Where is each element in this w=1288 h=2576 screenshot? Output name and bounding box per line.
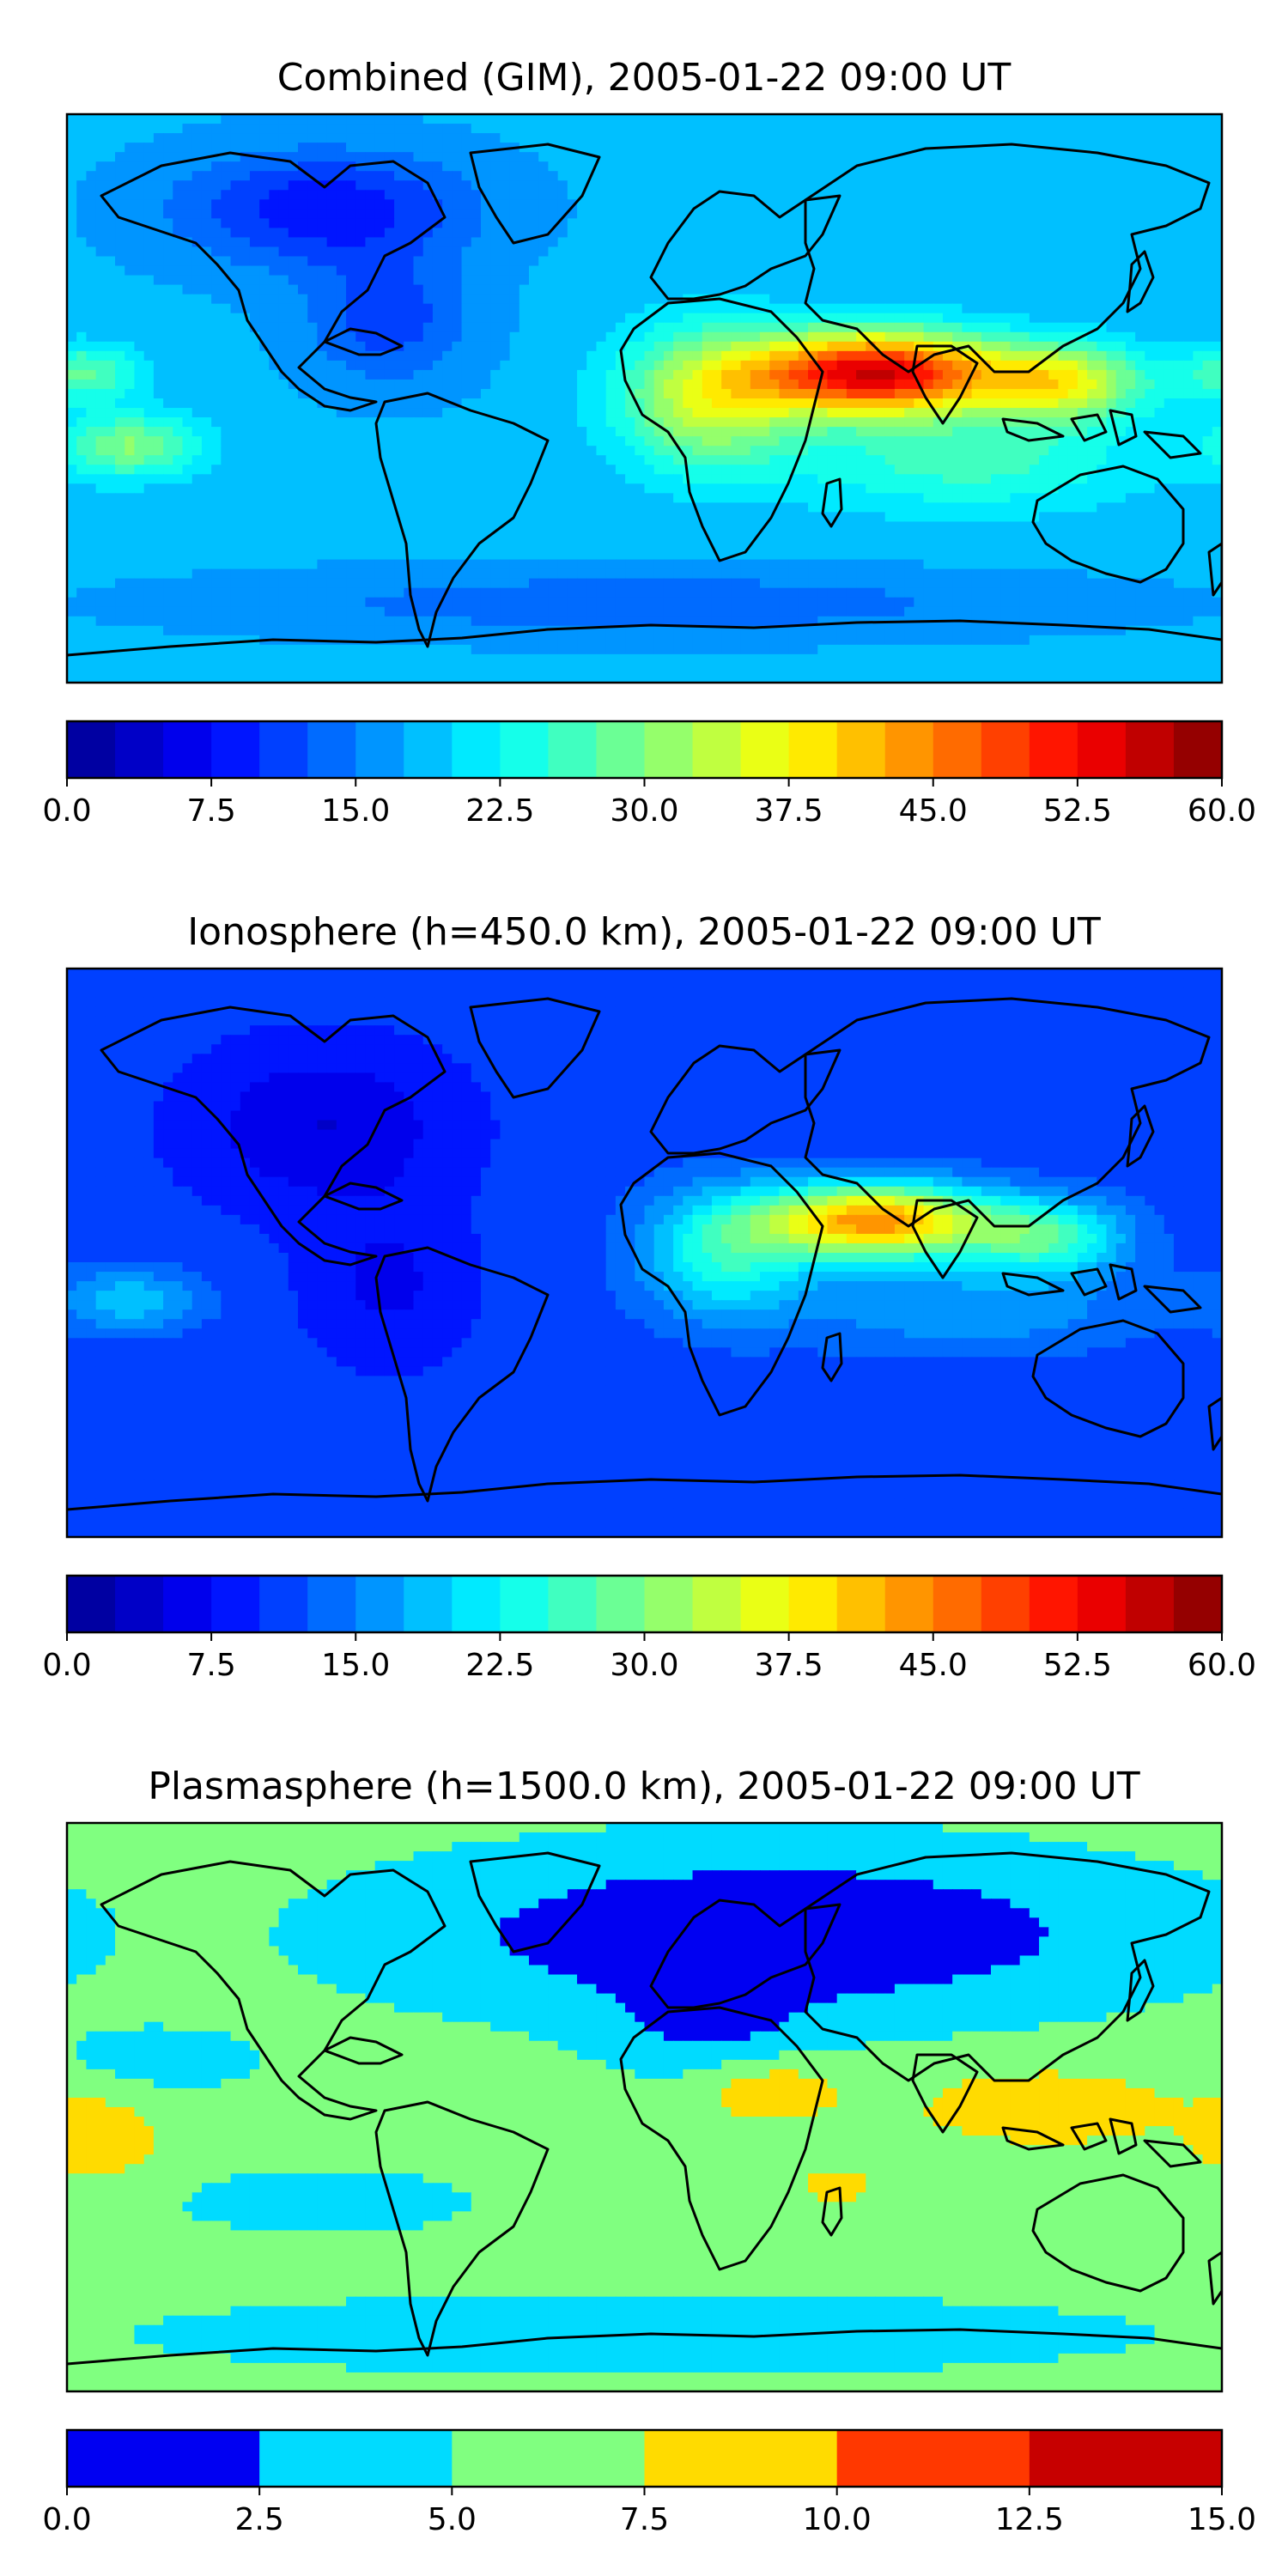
colorbar-segment (404, 1576, 453, 1632)
colorbar-segment (788, 721, 838, 778)
colorbar-ionosphere: 0.0 7.5 15.0 22.5 30.0 37.5 45.0 52.5 60.0 (42, 1574, 1256, 1683)
colorbar-segment (836, 2430, 1030, 2487)
colorbar-tick-label: 52.5 (1043, 793, 1112, 829)
map-frame (65, 1821, 1224, 2393)
colorbar-segment (163, 1576, 212, 1632)
panel-title: Combined (GIM), 2005-01-22 09:00 UT (277, 56, 1012, 100)
colorbar-segment (355, 721, 404, 778)
colorbar-segment (548, 721, 597, 778)
colorbar-segment (163, 721, 212, 778)
colorbar-tick-label: 15.0 (321, 793, 390, 829)
colorbar-tick-label: 45.0 (899, 1648, 968, 1683)
map-plasmasphere (65, 1821, 1224, 2393)
colorbar-combined: 0.0 7.5 15.0 22.5 30.0 37.5 45.0 52.5 60.0 (42, 720, 1256, 829)
panel-title: Plasmasphere (h=1500.0 km), 2005-01-22 0… (148, 1765, 1139, 1808)
colorbar-tick-label: 60.0 (1188, 1648, 1256, 1683)
colorbar-plasmasphere: 0.0 2.5 5.0 7.5 10.0 12.5 15.0 (42, 2428, 1256, 2537)
colorbar-segment (788, 1576, 838, 1632)
colorbar-tick-label: 7.5 (186, 793, 235, 829)
colorbar-segment (596, 721, 645, 778)
colorbar-segment (211, 1576, 260, 1632)
colorbar-segment (836, 1576, 886, 1632)
colorbar-segment (836, 721, 886, 778)
colorbar-segment (1125, 1576, 1175, 1632)
colorbar-segment (452, 2430, 645, 2487)
colorbar-segment (259, 2430, 453, 2487)
colorbar-tick-label: 0.0 (42, 2502, 91, 2537)
colorbar-segment (67, 721, 116, 778)
colorbar-segment (452, 721, 501, 778)
colorbar-segment (500, 721, 549, 778)
colorbar-segment (884, 1576, 934, 1632)
field-contours (67, 1823, 1222, 2391)
colorbar-segment (981, 1576, 1030, 1632)
colorbar-segment (548, 1576, 597, 1632)
colorbar-segment (259, 1576, 308, 1632)
colorbar-tick-label: 5.0 (428, 2502, 477, 2537)
colorbar-tick-label: 52.5 (1043, 1648, 1112, 1683)
colorbar-segment (1029, 1576, 1078, 1632)
colorbar-tick-label: 2.5 (235, 2502, 284, 2537)
panel-combined: Combined (GIM), 2005-01-22 09:00 UT 0.0 7.… (42, 56, 1256, 829)
colorbar-segment (1125, 721, 1175, 778)
colorbar-segment (67, 1576, 116, 1632)
colorbar-segment (596, 1576, 645, 1632)
panel-ionosphere: Ionosphere (h=450.0 km), 2005-01-22 09:0… (42, 910, 1256, 1683)
colorbar-segment (884, 721, 934, 778)
colorbar-segment (740, 721, 790, 778)
colorbar-segment (692, 1576, 742, 1632)
colorbar-segment (115, 1576, 164, 1632)
colorbar-segment (355, 1576, 404, 1632)
colorbar-segment (933, 721, 982, 778)
colorbar-tick-label: 37.5 (755, 793, 823, 829)
panel-plasmasphere: Plasmasphere (h=1500.0 km), 2005-01-22 0… (42, 1765, 1256, 2537)
colorbar-tick-label: 15.0 (1188, 2502, 1256, 2537)
colorbar-tick-label: 60.0 (1188, 793, 1256, 829)
colorbar-segment (644, 2430, 838, 2487)
colorbar-tick-label: 7.5 (620, 2502, 669, 2537)
colorbar-segment (500, 1576, 549, 1632)
colorbar-tick-label: 30.0 (610, 793, 678, 829)
colorbar-segment (933, 1576, 982, 1632)
panel-title: Ionosphere (h=450.0 km), 2005-01-22 09:0… (187, 910, 1101, 954)
colorbar-tick-label: 12.5 (995, 2502, 1064, 2537)
colorbar-segment (981, 721, 1030, 778)
colorbar-tick-label: 7.5 (186, 1648, 235, 1683)
field-contours (67, 969, 1222, 1537)
colorbar-segment (1173, 1576, 1223, 1632)
colorbar-tick-label: 15.0 (321, 1648, 390, 1683)
colorbar-segment (1029, 2430, 1223, 2487)
colorbar-segment (307, 1576, 356, 1632)
colorbar-segment (1077, 721, 1127, 778)
colorbar-tick-label: 30.0 (610, 1648, 678, 1683)
colorbar-segment (452, 1576, 501, 1632)
colorbar-tick-label: 37.5 (755, 1648, 823, 1683)
colorbar-tick-label: 10.0 (803, 2502, 872, 2537)
colorbar-segment (644, 721, 694, 778)
colorbar-tick-label: 22.5 (465, 793, 534, 829)
map-combined (65, 112, 1224, 684)
colorbar-segment (1173, 721, 1223, 778)
map-frame (65, 967, 1224, 1539)
colorbar-segment (692, 721, 742, 778)
colorbar-tick-label: 45.0 (899, 793, 968, 829)
colorbar-tick-label: 0.0 (42, 1648, 91, 1683)
colorbar-segment (1077, 1576, 1127, 1632)
colorbar-segment (1029, 721, 1078, 778)
field-contours (67, 114, 1222, 683)
colorbar-segment (115, 721, 164, 778)
colorbar-segment (67, 2430, 260, 2487)
colorbar-segment (259, 721, 308, 778)
colorbar-segment (740, 1576, 790, 1632)
colorbar-segment (211, 721, 260, 778)
colorbar-tick-label: 0.0 (42, 793, 91, 829)
colorbar-segment (404, 721, 453, 778)
colorbar-segment (644, 1576, 694, 1632)
colorbar-segment (307, 721, 356, 778)
colorbar-tick-label: 22.5 (465, 1648, 534, 1683)
map-frame (65, 112, 1224, 684)
map-ionosphere (65, 967, 1224, 1539)
